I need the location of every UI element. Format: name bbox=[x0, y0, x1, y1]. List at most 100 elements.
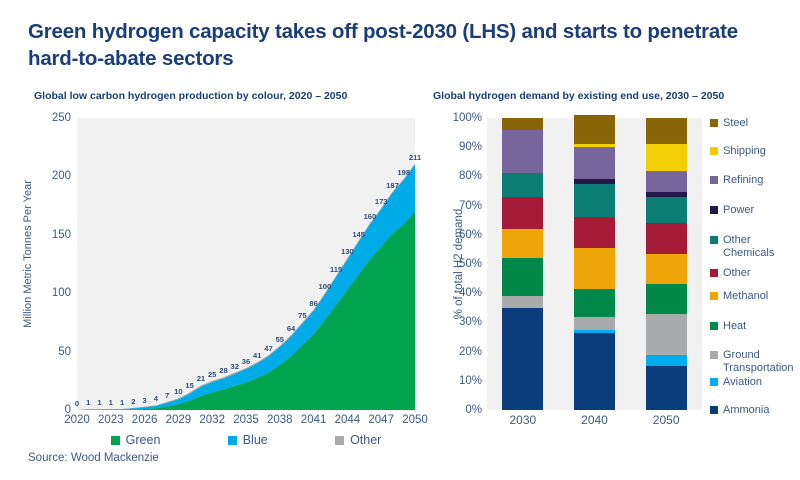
area-y-tick: 200 bbox=[51, 170, 71, 183]
stacked-bar-chart: Global hydrogen demand by existing end u… bbox=[425, 90, 800, 438]
area-y-tick: 250 bbox=[51, 112, 71, 124]
bar-segment-methanol[interactable] bbox=[574, 247, 615, 289]
bar-y-tick: 10% bbox=[458, 374, 482, 387]
bar-segment-methanol[interactable] bbox=[645, 253, 687, 285]
area-x-tick: 2032 bbox=[199, 414, 225, 426]
page-title: Green hydrogen capacity takes off post-2… bbox=[28, 20, 738, 71]
legend-item-refining[interactable]: Refining bbox=[710, 174, 763, 187]
area-x-tick: 2026 bbox=[131, 414, 158, 426]
bar-segment-ammonia[interactable] bbox=[574, 332, 615, 410]
area-x-tick: 2047 bbox=[368, 414, 394, 426]
bar-segment-steel[interactable] bbox=[645, 118, 687, 145]
bar-segment-ground-transportation[interactable] bbox=[502, 296, 544, 308]
bar-column-2030[interactable] bbox=[502, 118, 544, 410]
area-x-tick: 2050 bbox=[402, 414, 428, 426]
bar-segment-other[interactable] bbox=[645, 223, 687, 254]
legend-swatch-aviation-icon bbox=[710, 378, 718, 387]
bar-segment-other[interactable] bbox=[502, 196, 544, 229]
legend-item-other-chemicals[interactable]: Other Chemicals bbox=[710, 234, 800, 260]
legend-item-power[interactable]: Power bbox=[710, 204, 754, 217]
legend-item-other[interactable]: Other bbox=[335, 433, 381, 447]
legend-item-label: Methanol bbox=[723, 290, 769, 303]
legend-swatch-blue-icon bbox=[227, 435, 237, 445]
legend-swatch-ammonia-icon bbox=[710, 405, 718, 414]
bar-segment-aviation[interactable] bbox=[645, 354, 687, 367]
bar-y-tick: 30% bbox=[458, 316, 482, 329]
bar-segment-steel[interactable] bbox=[574, 115, 615, 145]
bar-y-tick: 60% bbox=[458, 228, 482, 241]
legend-swatch-methanol-icon bbox=[710, 292, 718, 301]
bar-y-tick: 80% bbox=[458, 170, 482, 183]
bar-segment-methanol[interactable] bbox=[502, 228, 544, 259]
legend-item-label: Other bbox=[350, 433, 382, 447]
bar-y-tick: 50% bbox=[458, 258, 482, 270]
bar-chart-y-ticks: 0% 10% 20% 30% 40% 50% 60% 70% 80% 90% 100% bbox=[437, 112, 482, 416]
bar-x-tick: 2050 bbox=[652, 413, 680, 427]
bar-segment-heat[interactable] bbox=[574, 288, 615, 317]
bar-segment-refining[interactable] bbox=[645, 170, 687, 193]
bar-segment-ground-transportation[interactable] bbox=[645, 313, 687, 355]
area-x-tick: 2029 bbox=[165, 414, 192, 426]
legend-item-label: Green bbox=[125, 433, 161, 447]
legend-item-heat[interactable]: Heat bbox=[710, 320, 746, 333]
legend-item-label: Power bbox=[723, 204, 755, 217]
bar-chart-subtitle: Global hydrogen demand by existing end u… bbox=[433, 90, 725, 102]
bar-segment-other[interactable] bbox=[574, 217, 615, 248]
area-x-tick: 2023 bbox=[98, 414, 124, 426]
bar-segment-power[interactable] bbox=[645, 192, 687, 197]
bar-segment-power[interactable] bbox=[574, 179, 615, 184]
legend-item-aviation[interactable]: Aviation bbox=[710, 376, 762, 389]
legend-swatch-shipping-icon bbox=[710, 146, 718, 155]
bar-segment-shipping[interactable] bbox=[645, 144, 687, 171]
bar-segment-ammonia[interactable] bbox=[502, 307, 544, 410]
bar-column-2040[interactable] bbox=[574, 115, 615, 410]
bar-segment-heat[interactable] bbox=[502, 258, 544, 297]
bar-segment-ground-transportation[interactable] bbox=[574, 316, 615, 330]
legend-item-ammonia[interactable]: Ammonia bbox=[710, 404, 769, 417]
legend-item-label: Steel bbox=[723, 117, 749, 130]
bar-segment-other-chemicals[interactable] bbox=[645, 196, 687, 224]
legend-item-methanol[interactable]: Methanol bbox=[710, 290, 768, 303]
area-chart: Global low carbon hydrogen production by… bbox=[0, 90, 428, 447]
area-y-tick: 0 bbox=[64, 404, 71, 416]
area-series-blue bbox=[77, 164, 415, 410]
legend-item-label: Aviation bbox=[723, 376, 762, 389]
area-chart-subtitle: Global low carbon hydrogen production by… bbox=[34, 90, 348, 102]
legend-swatch-heat-icon bbox=[710, 322, 718, 331]
legend-swatch-other-chemicals-icon bbox=[710, 236, 718, 245]
bar-column-2050[interactable] bbox=[645, 118, 687, 410]
area-x-tick: 2044 bbox=[334, 414, 361, 426]
bar-segment-refining[interactable] bbox=[502, 129, 544, 174]
legend-item-label: Ground Transportation bbox=[723, 348, 794, 374]
bar-segment-aviation[interactable] bbox=[574, 329, 615, 333]
bar-segment-ammonia[interactable] bbox=[645, 366, 687, 410]
bar-segment-refining[interactable] bbox=[574, 147, 615, 180]
bar-segment-steel[interactable] bbox=[502, 118, 544, 130]
legend-swatch-green-icon bbox=[110, 435, 120, 445]
bar-segment-other-chemicals[interactable] bbox=[502, 173, 544, 197]
area-series-green bbox=[77, 211, 415, 410]
legend-item-label: Blue bbox=[242, 433, 268, 447]
area-chart-y-ticks: 0 50 100 150 200 250 bbox=[28, 112, 71, 416]
area-x-tick: 2038 bbox=[267, 414, 293, 426]
legend-swatch-refining-icon bbox=[710, 176, 718, 185]
bar-y-tick: 40% bbox=[458, 287, 482, 300]
legend-item-shipping[interactable]: Shipping bbox=[710, 145, 766, 158]
bar-segment-other-chemicals[interactable] bbox=[574, 183, 615, 218]
area-chart-series-svg bbox=[77, 163, 415, 410]
legend-swatch-ground-transportation-icon bbox=[710, 350, 718, 359]
legend-item-ground-transportation[interactable]: Ground Transportation bbox=[710, 349, 800, 375]
area-x-tick: 2041 bbox=[300, 414, 327, 426]
legend-swatch-other-icon bbox=[335, 435, 345, 445]
legend-swatch-other-icon bbox=[710, 269, 718, 278]
bar-segment-shipping[interactable] bbox=[574, 144, 615, 148]
bar-segment-heat[interactable] bbox=[645, 284, 687, 314]
legend-item-steel[interactable]: Steel bbox=[710, 117, 748, 130]
area-chart-legend: Green Blue Other bbox=[77, 433, 415, 447]
area-y-tick: 150 bbox=[51, 228, 71, 241]
legend-item-other[interactable]: Other bbox=[710, 267, 751, 280]
legend-item-green[interactable]: Green bbox=[110, 433, 161, 447]
legend-item-blue[interactable]: Blue bbox=[227, 433, 268, 447]
bar-chart-x-ticks: 2030 2040 2050 bbox=[487, 413, 702, 429]
